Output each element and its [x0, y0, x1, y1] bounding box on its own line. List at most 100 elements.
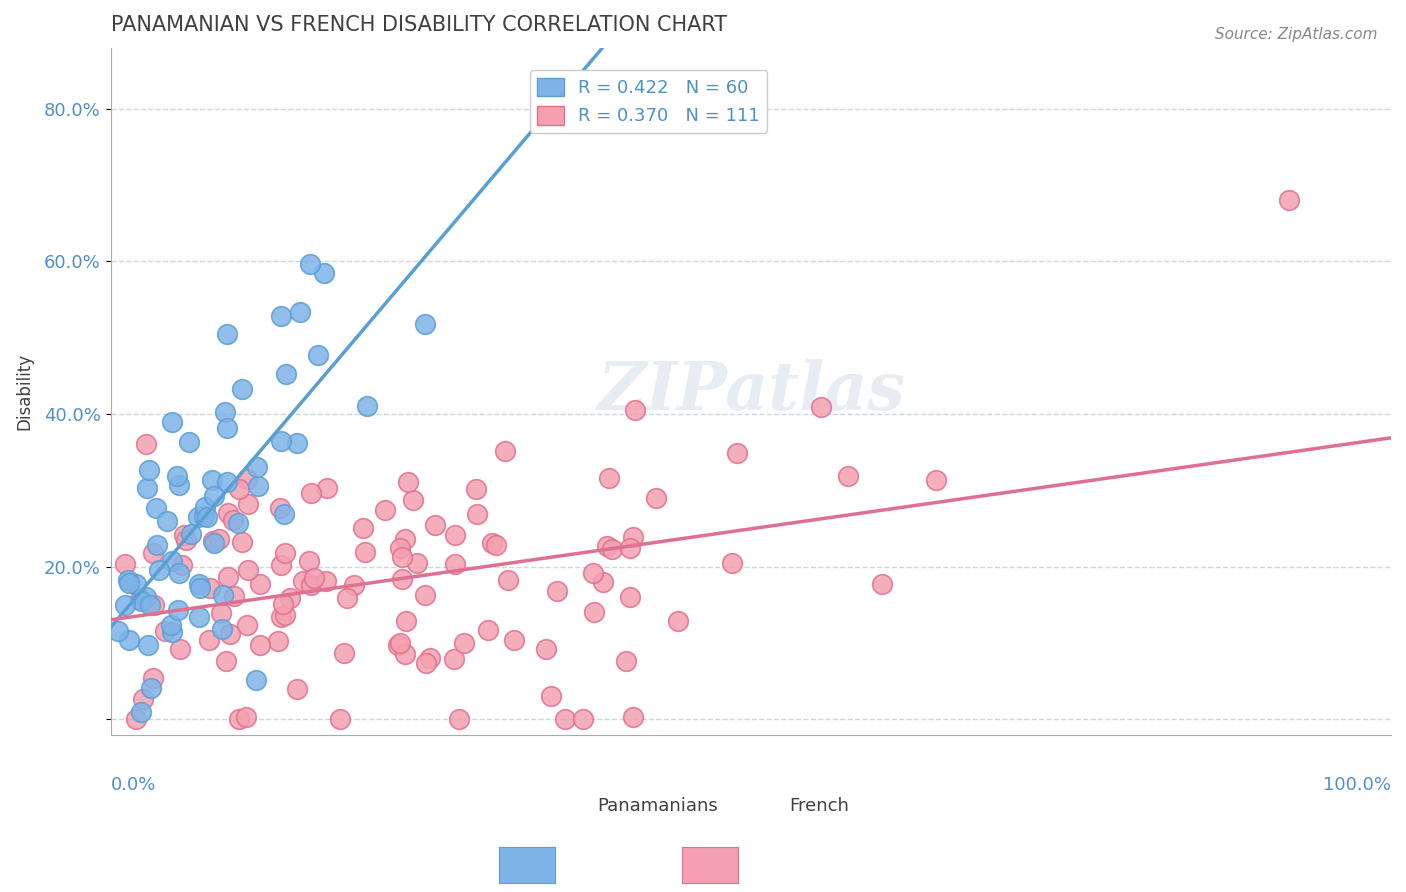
Point — [374, 503, 396, 517]
Point — [117, 573, 139, 587]
Point — [598, 470, 620, 484]
Point — [419, 651, 441, 665]
Point — [600, 541, 623, 556]
Point — [228, 713, 250, 727]
Point — [405, 556, 427, 570]
Point — [235, 710, 257, 724]
Legend: R = 0.422   N = 60, R = 0.370   N = 111: R = 0.422 N = 60, R = 0.370 N = 111 — [530, 70, 768, 133]
Point — [176, 533, 198, 547]
Point — [276, 367, 298, 381]
Point — [307, 348, 329, 362]
Point — [209, 606, 232, 620]
Point — [217, 570, 239, 584]
Point — [160, 415, 183, 429]
Point — [215, 475, 238, 489]
Point — [925, 473, 948, 487]
Point — [503, 632, 526, 647]
Point — [160, 625, 183, 640]
Point — [621, 709, 644, 723]
Point — [314, 266, 336, 280]
Point — [145, 500, 167, 515]
Point — [270, 309, 292, 323]
Point — [333, 646, 356, 660]
Point — [202, 534, 225, 549]
Point — [267, 633, 290, 648]
Point — [534, 642, 557, 657]
Text: Panamanians: Panamanians — [598, 797, 718, 814]
Point — [298, 554, 321, 568]
Point — [720, 556, 742, 570]
Point — [415, 317, 437, 331]
Point — [211, 622, 233, 636]
Point — [280, 591, 302, 606]
Text: 100.0%: 100.0% — [1323, 776, 1391, 794]
Point — [125, 713, 148, 727]
Point — [156, 514, 179, 528]
Point — [572, 713, 595, 727]
Point — [187, 509, 209, 524]
Point — [623, 402, 645, 417]
Point — [387, 638, 409, 652]
Point — [129, 705, 152, 719]
Point — [249, 639, 271, 653]
Point — [246, 479, 269, 493]
Point — [270, 609, 292, 624]
Point — [224, 589, 246, 603]
Point — [343, 578, 366, 592]
Point — [810, 400, 832, 414]
Point — [236, 563, 259, 577]
Point — [582, 566, 605, 580]
Point — [285, 681, 308, 696]
Point — [444, 528, 467, 542]
Point — [131, 593, 153, 607]
Point — [356, 400, 378, 414]
Point — [215, 654, 238, 668]
Point — [188, 581, 211, 595]
Point — [214, 405, 236, 419]
Point — [231, 382, 253, 396]
Point — [271, 597, 294, 611]
Point — [202, 489, 225, 503]
Text: ZIPatlas: ZIPatlas — [598, 359, 905, 424]
Point — [467, 507, 489, 521]
Y-axis label: Disability: Disability — [15, 352, 32, 430]
Point — [644, 491, 666, 506]
Point — [188, 577, 211, 591]
Point — [217, 506, 239, 520]
Point — [285, 436, 308, 450]
Point — [195, 510, 218, 524]
Point — [292, 574, 315, 589]
Point — [329, 713, 352, 727]
Point — [215, 421, 238, 435]
Point — [139, 681, 162, 696]
Point — [299, 577, 322, 591]
Point — [391, 572, 413, 586]
Point — [316, 481, 339, 495]
Point — [142, 671, 165, 685]
Point — [160, 554, 183, 568]
Text: Source: ZipAtlas.com: Source: ZipAtlas.com — [1215, 27, 1378, 42]
Point — [198, 581, 221, 595]
Point — [837, 468, 859, 483]
Point — [582, 606, 605, 620]
Point — [132, 692, 155, 706]
Point — [135, 481, 157, 495]
Point — [107, 624, 129, 639]
Point — [389, 541, 412, 556]
Point — [596, 539, 619, 553]
Point — [394, 648, 416, 662]
Point — [299, 257, 322, 271]
Point — [540, 689, 562, 703]
Point — [725, 446, 748, 460]
Point — [666, 614, 689, 628]
Point — [315, 574, 337, 588]
Point — [413, 588, 436, 602]
Point — [494, 444, 516, 458]
Point — [249, 577, 271, 591]
Point — [453, 636, 475, 650]
Point — [290, 305, 312, 319]
Point — [238, 497, 260, 511]
Point — [477, 623, 499, 637]
Point — [236, 618, 259, 632]
Point — [173, 527, 195, 541]
